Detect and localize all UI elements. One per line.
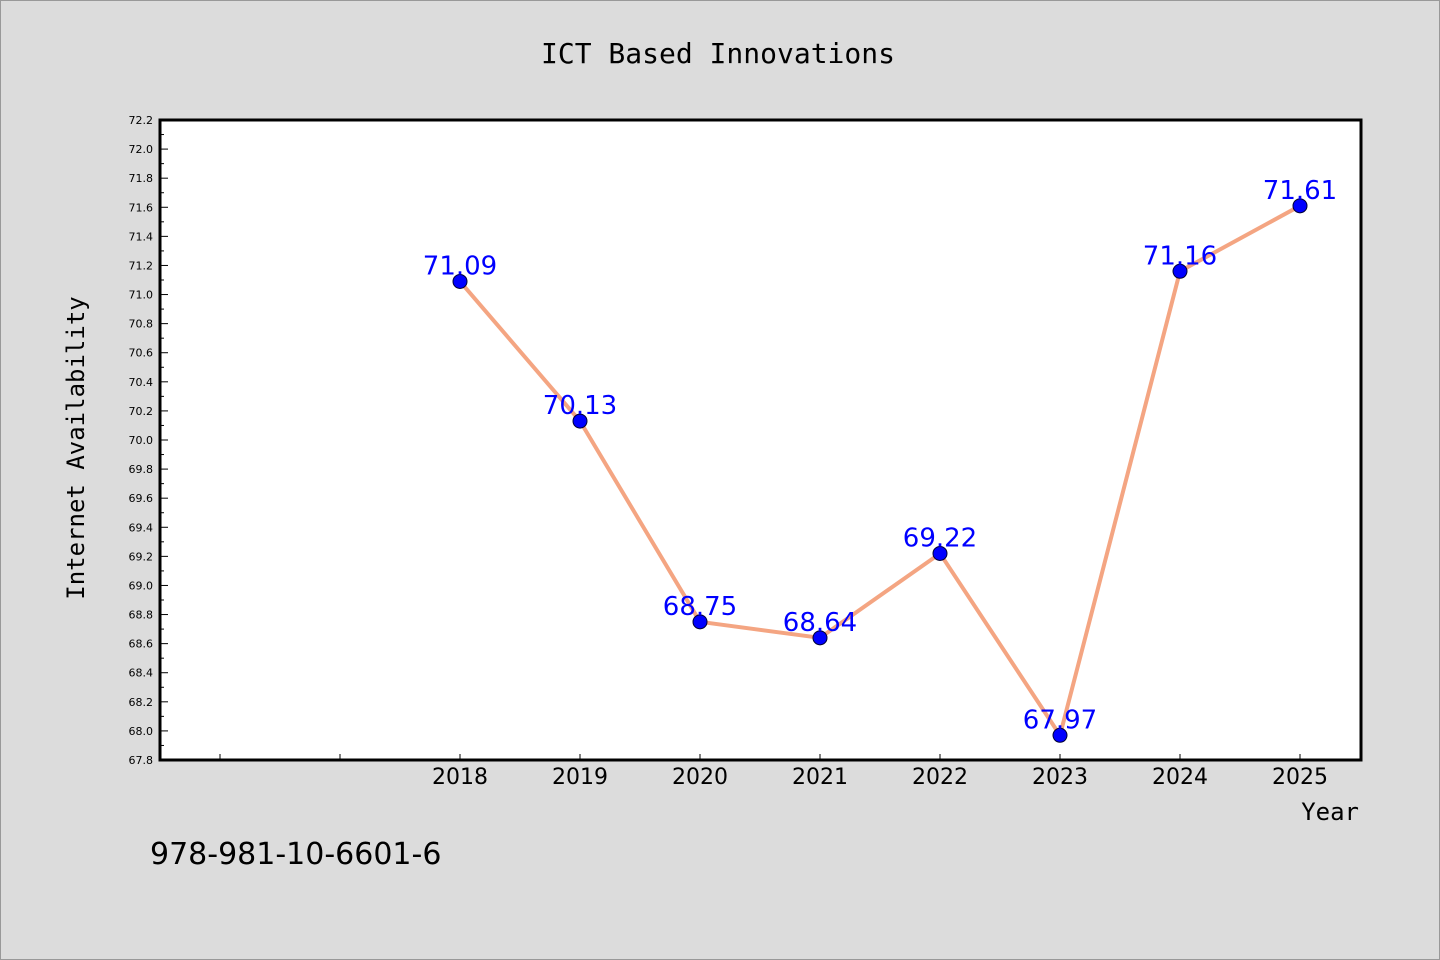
- x-tick-label: 2023: [1032, 765, 1088, 790]
- data-label: 70.13: [543, 391, 617, 421]
- x-axis-label: Year: [1301, 798, 1359, 826]
- y-tick-label: 71.2: [129, 259, 154, 272]
- y-axis-label: Internet Availability: [62, 296, 90, 599]
- data-point: [572, 413, 588, 429]
- series-line: [458, 204, 1301, 738]
- y-tick-label: 69.4: [129, 521, 154, 534]
- y-tick-label: 69.6: [129, 492, 154, 505]
- y-tick-label: 70.8: [129, 318, 154, 331]
- y-tick-label: 72.2: [129, 114, 154, 127]
- y-tick-label: 68.8: [129, 609, 154, 622]
- y-tick-label: 71.0: [129, 289, 154, 302]
- chart-title: ICT Based Innovations: [541, 37, 895, 70]
- y-tick-label: 69.2: [129, 550, 154, 563]
- x-tick-label: 2022: [912, 765, 968, 790]
- y-tick-label: 71.8: [129, 172, 154, 185]
- y-tick-label: 71.4: [129, 230, 154, 243]
- y-tick-label: 68.2: [129, 696, 154, 709]
- y-tick-label: 68.6: [129, 638, 154, 651]
- data-point: [932, 545, 948, 561]
- y-tick-label: 68.0: [129, 725, 154, 738]
- y-tick-label: 70.0: [129, 434, 154, 447]
- data-point: [452, 273, 468, 289]
- data-point: [1172, 263, 1188, 279]
- y-tick-label: 70.2: [129, 405, 154, 418]
- data-label: 71.16: [1143, 241, 1217, 271]
- y-tick-label: 72.0: [129, 143, 154, 156]
- y-axis-ticks: 67.8 68.0 68.2 68.4 68.6 68.8 69.0 69.2 69.4 69.6…: [129, 114, 168, 767]
- y-tick-label: 67.8: [129, 754, 154, 767]
- x-tick-label: 2025: [1272, 765, 1328, 790]
- data-label: 71.09: [423, 251, 497, 281]
- plot-area: [158, 118, 1363, 762]
- x-tick-label: 2024: [1152, 765, 1208, 790]
- data-label: 67.97: [1023, 705, 1097, 735]
- data-point: [812, 630, 828, 646]
- series-layer: 71.09 70.13 68.75 68.64 69.22 67.97 71.16 71.61: [423, 176, 1337, 743]
- data-point: [1052, 727, 1068, 743]
- x-tick-label: 2020: [672, 765, 728, 790]
- data-point: [1292, 198, 1308, 214]
- y-tick-label: 70.6: [129, 347, 154, 360]
- y-tick-label: 70.4: [129, 376, 154, 389]
- data-label: 68.75: [663, 592, 737, 622]
- y-tick-label: 69.0: [129, 579, 154, 592]
- y-tick-label: 71.6: [129, 201, 154, 214]
- data-label: 69.22: [903, 523, 977, 553]
- x-tick-label: 2019: [552, 765, 608, 790]
- data-point: [692, 614, 708, 630]
- x-tick-label: 2021: [792, 765, 848, 790]
- data-label: 68.64: [783, 608, 857, 638]
- y-tick-label: 68.4: [129, 667, 154, 680]
- x-axis-ticks: 2018 2019 2020 2021 2022 2023 2024 2025: [219, 754, 1328, 790]
- y-tick-label: 69.8: [129, 463, 154, 476]
- data-label: 71.61: [1263, 176, 1337, 206]
- isbn-footer: 978-981-10-6601-6: [150, 837, 441, 872]
- x-tick-label: 2018: [432, 765, 488, 790]
